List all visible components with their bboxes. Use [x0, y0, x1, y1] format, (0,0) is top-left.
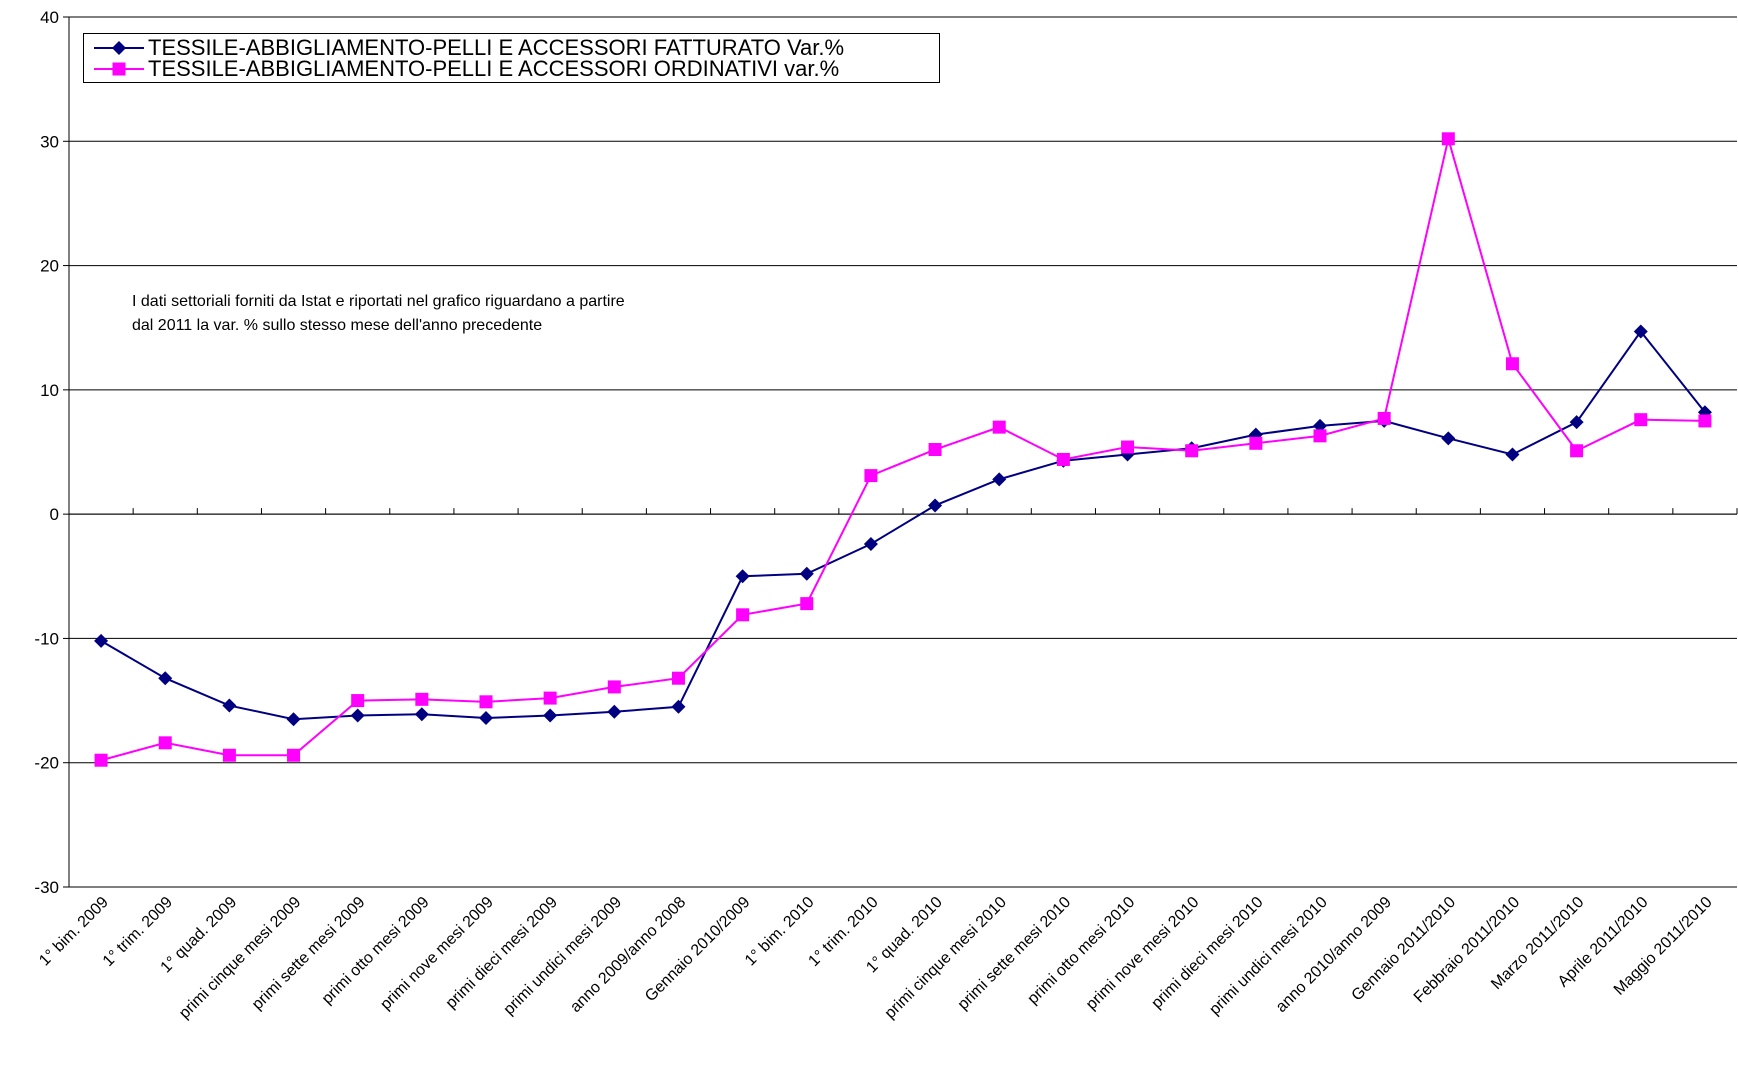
x-tick-label: primi otto mesi 2009: [319, 894, 433, 1008]
data-point: [1505, 357, 1519, 371]
legend-marker: [112, 41, 126, 55]
data-point: [1441, 132, 1455, 146]
y-tick-label: 40: [40, 8, 59, 27]
data-point: [286, 712, 301, 727]
data-point: [1056, 452, 1070, 466]
data-point: [1185, 444, 1199, 458]
legend-item: TESSILE-ABBIGLIAMENTO-PELLI E ACCESSORI …: [88, 35, 935, 60]
data-point: [1633, 324, 1648, 339]
data-point: [1569, 415, 1584, 430]
data-point: [607, 680, 621, 694]
data-point: [479, 695, 493, 709]
data-point: [158, 736, 172, 750]
annotation: I dati settoriali forniti da Istat e rip…: [132, 290, 625, 338]
x-tick-label: primi sette mesi 2009: [249, 894, 369, 1014]
x-tick-label: primi sette mesi 2010: [955, 894, 1075, 1014]
data-point: [928, 498, 943, 513]
x-tick-label: anno 2010/anno 2009: [1273, 894, 1395, 1016]
legend-swatch: [94, 62, 144, 76]
y-tick-label: 20: [40, 257, 59, 276]
data-point: [1377, 411, 1391, 425]
data-point: [287, 748, 301, 762]
x-tick-label: primi dieci mesi 2009: [443, 894, 561, 1012]
data-point: [543, 691, 557, 705]
data-point: [992, 420, 1006, 434]
y-tick-label: -30: [34, 878, 59, 897]
data-point: [735, 569, 750, 584]
y-tick-label: -10: [34, 629, 59, 648]
annotation-line: I dati settoriali forniti da Istat e rip…: [132, 293, 625, 310]
x-tick-label: Febbraio 2011/2010: [1411, 894, 1524, 1007]
data-point: [799, 566, 814, 581]
series-line: [100, 329, 1706, 721]
data-point: [1441, 431, 1456, 446]
data-point: [928, 443, 942, 457]
annotation-line: dal 2011 la var. % sullo stesso mese del…: [132, 317, 543, 334]
y-tick-label: 0: [50, 505, 59, 524]
x-tick-label: primi otto mesi 2010: [1024, 894, 1138, 1008]
data-point: [158, 671, 173, 686]
data-point: [415, 692, 429, 706]
data-point: [992, 472, 1007, 487]
data-point: [351, 694, 365, 708]
data-point: [1121, 440, 1135, 454]
data-point: [350, 708, 365, 723]
x-tick-label: primi undici mesi 2010: [1206, 894, 1331, 1019]
legend-swatch: [94, 41, 144, 55]
data-point: [1249, 436, 1263, 450]
x-tick-label: primi cinque mesi 2009: [176, 894, 304, 1022]
series-line: [100, 138, 1705, 762]
data-point: [1313, 429, 1327, 443]
data-point: [736, 608, 750, 622]
y-tick-label: 30: [40, 132, 59, 151]
data-point: [1570, 444, 1584, 458]
legend: TESSILE-ABBIGLIAMENTO-PELLI E ACCESSORI …: [83, 33, 940, 83]
x-tick-label: anno 2009/anno 2008: [567, 894, 689, 1016]
x-tick-label: primi dieci mesi 2010: [1148, 894, 1266, 1012]
legend-marker: [112, 62, 126, 76]
data-point: [1505, 447, 1520, 462]
data-point: [414, 707, 429, 722]
x-tick-label: primi cinque mesi 2010: [882, 894, 1010, 1022]
x-tick-label: primi undici mesi 2009: [501, 894, 626, 1019]
data-point: [479, 710, 493, 725]
data-point: [1634, 413, 1648, 427]
data-point: [94, 633, 109, 648]
x-tick-label: Gennaio 2010/2009: [642, 894, 753, 1005]
legend-label: TESSILE-ABBIGLIAMENTO-PELLI E ACCESSORI …: [148, 35, 845, 60]
data-point: [607, 704, 622, 719]
x-tick-label: primi nove mesi 2010: [1083, 894, 1203, 1014]
data-point: [94, 753, 108, 767]
data-point: [671, 671, 685, 685]
data-point: [543, 708, 558, 723]
data-point: [864, 469, 878, 483]
y-tick-label: -20: [34, 754, 59, 773]
data-point: [1698, 414, 1712, 428]
x-tick-label: primi nove mesi 2009: [377, 894, 497, 1014]
data-point: [222, 698, 237, 713]
data-point: [800, 597, 814, 611]
data-point: [222, 748, 236, 762]
legend-label: TESSILE-ABBIGLIAMENTO-PELLI E ACCESSORI …: [148, 56, 840, 81]
data-point: [863, 536, 878, 551]
legend-item: TESSILE-ABBIGLIAMENTO-PELLI E ACCESSORI …: [88, 56, 935, 81]
data-point: [671, 699, 686, 714]
y-tick-label: 10: [40, 381, 59, 400]
